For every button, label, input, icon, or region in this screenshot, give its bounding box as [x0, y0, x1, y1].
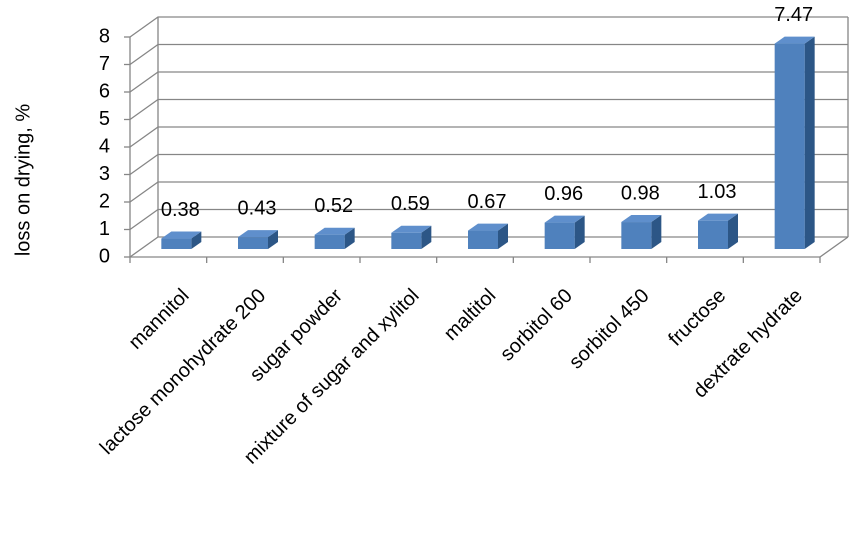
- bar: [544, 215, 585, 249]
- bar-top: [161, 231, 202, 239]
- bar-side: [574, 215, 585, 249]
- data-label: 0.38: [161, 199, 200, 221]
- bar: [621, 215, 662, 249]
- bar-top: [314, 227, 355, 235]
- y-axis-title: loss on drying, %: [12, 104, 34, 257]
- bar-side: [268, 230, 278, 249]
- y-tick-label: 6: [99, 80, 110, 102]
- bar: [161, 231, 202, 249]
- bar-front: [238, 237, 268, 249]
- data-label: 0.96: [544, 183, 583, 205]
- bar: [238, 230, 278, 249]
- data-label: 0.52: [314, 195, 353, 217]
- grid-line: [129, 43, 848, 66]
- y-tick-label: 1: [99, 218, 110, 240]
- bar-top: [238, 230, 278, 238]
- bar-side: [728, 213, 738, 249]
- y-tick-label: 0: [99, 245, 110, 267]
- data-label: 0.59: [391, 193, 430, 215]
- data-label: 0.43: [238, 197, 277, 219]
- bar-front: [621, 222, 652, 249]
- y-tick-label: 2: [99, 190, 110, 212]
- y-tick-label: 8: [99, 25, 110, 47]
- y-tick-label: 3: [99, 163, 110, 185]
- bar-side: [651, 215, 662, 249]
- grid-line: [129, 126, 848, 148]
- data-label: 1.03: [698, 181, 737, 203]
- x-tick-label: fructose: [664, 285, 730, 351]
- y-tick-label: 7: [99, 53, 110, 75]
- bar-front: [698, 220, 728, 249]
- bar-side: [498, 223, 508, 249]
- grid-line: [129, 71, 848, 93]
- bar-top: [698, 213, 738, 221]
- x-tick-label: mannitol: [125, 285, 194, 354]
- grid-line: [129, 98, 848, 121]
- bar-side: [191, 231, 202, 249]
- grid-line: [129, 181, 848, 203]
- bar-top: [621, 215, 662, 223]
- bar-front: [774, 43, 805, 250]
- y-tick-label: 5: [99, 108, 110, 130]
- bar: [698, 213, 738, 249]
- bar-side: [804, 36, 815, 250]
- bar-top: [774, 36, 815, 44]
- bar-front: [314, 234, 345, 249]
- floor-edge: [819, 236, 849, 258]
- bar-front: [544, 222, 575, 249]
- bar-top: [391, 225, 432, 233]
- bar-side: [421, 225, 432, 249]
- bar: [468, 223, 508, 249]
- data-label: 0.98: [621, 182, 660, 204]
- x-tick-label: lactose monohydrate 200: [96, 285, 270, 459]
- data-label: 0.67: [468, 191, 507, 213]
- bar-front: [391, 232, 422, 249]
- bar-top: [544, 215, 585, 223]
- grid-line: [129, 208, 848, 231]
- bar-side: [344, 227, 355, 249]
- grid-line: [129, 236, 848, 258]
- bar-top: [468, 223, 508, 231]
- data-label: 7.47: [774, 4, 813, 26]
- x-tick-label: sorbitol 60: [496, 285, 577, 366]
- grid-line: [129, 153, 848, 176]
- bar: [391, 225, 432, 249]
- grid-line: [129, 16, 848, 38]
- bar-front: [161, 238, 192, 249]
- bar: [314, 227, 355, 249]
- bar: [774, 36, 815, 250]
- x-tick-label: maltitol: [440, 285, 500, 345]
- x-tick-label: sorbitol 450: [565, 285, 654, 374]
- y-tick-label: 4: [99, 135, 110, 157]
- bar-front: [468, 230, 498, 249]
